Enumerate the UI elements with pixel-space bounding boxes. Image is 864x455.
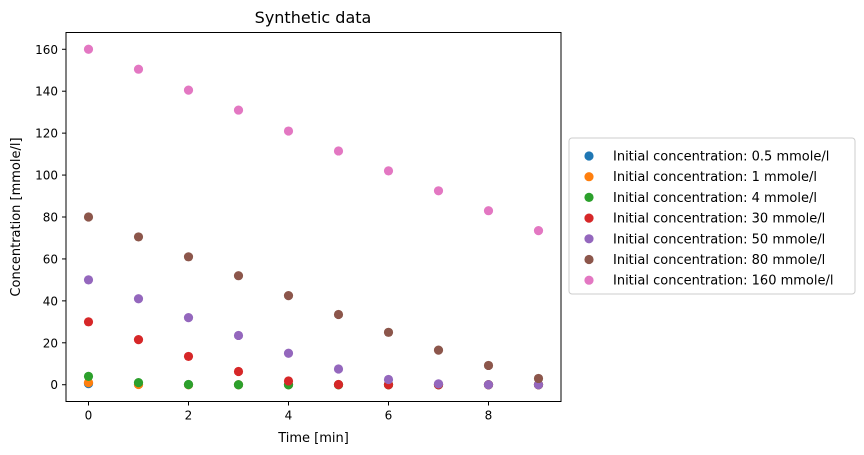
data-point-series-4 <box>283 376 294 386</box>
data-point-series-5 <box>383 374 394 385</box>
data-point-series-6 <box>183 252 194 262</box>
y-tick-label: 60 <box>43 252 58 266</box>
legend-marker <box>584 254 594 265</box>
data-point-series-3 <box>183 379 194 390</box>
data-point-series-6 <box>83 212 94 222</box>
data-point-series-3 <box>233 380 244 390</box>
legend-marker <box>584 234 594 244</box>
legend-label: Initial concentration: 1 mmole/l <box>613 170 817 185</box>
data-point-series-5 <box>183 313 194 323</box>
legend-marker <box>584 213 594 223</box>
data-point-series-5 <box>533 380 544 390</box>
x-tick-label: 8 <box>485 409 493 423</box>
data-point-series-2 <box>83 378 94 388</box>
data-point-series-7 <box>233 105 244 115</box>
legend-marker <box>584 192 594 202</box>
y-tick-label: 80 <box>43 211 58 225</box>
data-point-series-6 <box>533 373 544 384</box>
data-point-series-7 <box>333 146 344 156</box>
y-axis-label: Concentration [mmole/l] <box>9 137 24 296</box>
chart-title: Synthetic data <box>255 8 372 27</box>
legend-label: Initial concentration: 30 mmole/l <box>613 212 825 227</box>
legend-marker <box>584 151 594 161</box>
x-axis-label: Time [min] <box>277 431 349 446</box>
data-point-series-7 <box>183 85 194 95</box>
y-tick-label: 140 <box>35 85 58 99</box>
data-point-series-6 <box>433 345 444 355</box>
x-tick-label: 0 <box>85 409 93 423</box>
data-point-series-7 <box>383 166 394 176</box>
legend-label: Initial concentration: 160 mmole/l <box>613 274 833 289</box>
y-tick-label: 20 <box>43 336 58 350</box>
y-tick-label: 0 <box>50 378 58 392</box>
data-point-series-3 <box>83 371 94 381</box>
legend-label: Initial concentration: 50 mmole/l <box>613 232 825 247</box>
data-point-series-5 <box>283 348 294 358</box>
data-point-series-5 <box>133 294 144 304</box>
data-point-series-4 <box>233 366 244 377</box>
data-point-series-6 <box>283 291 294 301</box>
data-point-series-7 <box>433 186 444 196</box>
data-points <box>83 44 544 390</box>
data-point-series-6 <box>233 271 244 281</box>
legend-marker <box>584 275 594 285</box>
data-point-series-5 <box>333 364 344 374</box>
data-point-series-7 <box>133 64 144 74</box>
legend-label: Initial concentration: 4 mmole/l <box>613 191 817 206</box>
data-point-series-7 <box>283 126 294 136</box>
legend-items: Initial concentration: 0.5 mmole/l Initia… <box>584 150 833 289</box>
data-point-series-7 <box>483 206 494 216</box>
y-tick-label: 40 <box>43 294 58 308</box>
y-tick-label: 160 <box>35 43 58 57</box>
legend-marker <box>584 172 594 182</box>
data-point-series-5 <box>233 330 244 341</box>
legend-label: Initial concentration: 80 mmole/l <box>613 253 825 268</box>
legend-label: Initial concentration: 0.5 mmole/l <box>613 150 829 165</box>
x-tick-label: 4 <box>285 409 293 423</box>
data-point-series-5 <box>83 275 94 285</box>
legend: Initial concentration: 0.5 mmole/l Initia… <box>568 137 856 295</box>
legend-frame <box>568 137 856 295</box>
plot-frame <box>65 32 562 402</box>
data-point-series-5 <box>483 380 494 390</box>
x-tick-label: 2 <box>185 409 193 423</box>
x-tick-label: 6 <box>385 409 393 423</box>
data-point-series-5 <box>433 379 444 389</box>
y-tick-label: 100 <box>35 169 58 183</box>
data-point-series-3 <box>133 378 144 388</box>
data-point-series-6 <box>333 309 344 320</box>
data-point-series-4 <box>333 379 344 390</box>
y-tick-label: 120 <box>35 127 58 141</box>
data-point-series-7 <box>533 226 544 236</box>
data-point-series-6 <box>383 327 394 337</box>
data-point-series-4 <box>133 335 144 345</box>
data-point-series-7 <box>83 44 94 54</box>
data-point-series-4 <box>183 351 194 362</box>
data-point-series-6 <box>133 232 144 242</box>
data-point-series-6 <box>483 360 494 371</box>
data-point-series-4 <box>83 317 94 327</box>
